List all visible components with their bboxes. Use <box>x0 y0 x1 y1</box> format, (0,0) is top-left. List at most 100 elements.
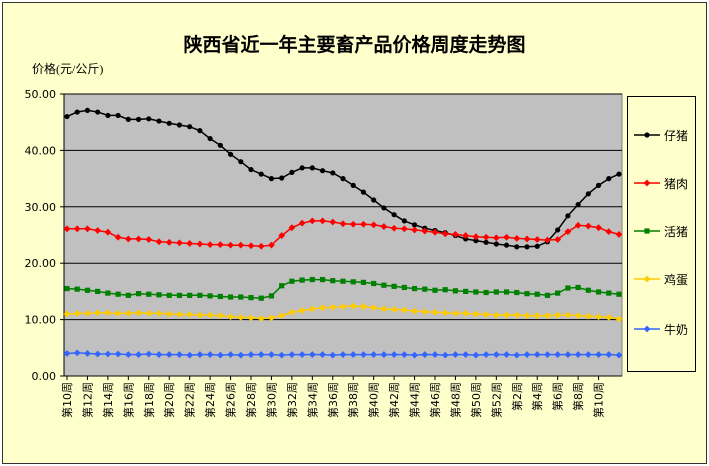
data-point <box>319 168 326 174</box>
gridlines <box>64 93 622 321</box>
x-tick-label: 第44周 <box>408 382 422 418</box>
data-point <box>575 284 581 291</box>
series-1 <box>63 217 623 250</box>
data-point <box>257 351 265 358</box>
data-point <box>197 292 203 298</box>
data-point <box>114 350 122 358</box>
data-point <box>411 351 418 359</box>
data-point <box>248 166 254 173</box>
legend-marker <box>644 228 650 234</box>
data-point <box>452 351 459 358</box>
data-point <box>463 288 469 294</box>
x-tick-label: 第26周 <box>224 382 238 418</box>
x-tick-label: 第28周 <box>244 382 258 418</box>
data-point <box>145 236 153 243</box>
data-point <box>370 304 378 312</box>
data-point <box>63 350 71 357</box>
data-point <box>411 285 418 292</box>
data-point <box>452 231 459 238</box>
series-4 <box>63 349 623 359</box>
data-point <box>493 289 499 295</box>
data-point <box>616 291 622 297</box>
data-point <box>74 109 80 115</box>
data-point <box>197 128 203 134</box>
data-point <box>247 314 255 322</box>
legend-swatch <box>634 228 660 234</box>
data-point <box>268 314 275 322</box>
data-point <box>227 241 234 249</box>
data-point <box>105 290 111 296</box>
legend-item: 活猪 <box>628 221 697 241</box>
data-point <box>257 315 265 322</box>
data-point <box>452 288 459 294</box>
data-point <box>196 240 204 248</box>
legend-label: 猪肉 <box>664 177 689 191</box>
data-point <box>513 234 521 242</box>
data-point <box>298 219 306 227</box>
data-point <box>462 351 470 358</box>
data-point <box>482 351 490 358</box>
data-point <box>124 351 132 358</box>
data-point <box>554 311 562 319</box>
data-point <box>615 315 623 323</box>
data-point <box>564 351 572 358</box>
data-point <box>319 276 326 283</box>
data-point <box>114 309 122 317</box>
data-point <box>472 351 480 359</box>
data-point <box>135 116 142 122</box>
data-point <box>462 309 470 317</box>
data-point <box>360 220 367 228</box>
data-point <box>411 222 418 228</box>
data-point <box>606 176 612 182</box>
data-point <box>227 351 234 358</box>
data-point <box>473 238 479 244</box>
data-point <box>206 241 214 248</box>
data-point <box>606 290 612 296</box>
data-point <box>421 227 429 235</box>
legend-marker <box>643 275 651 283</box>
data-point <box>135 291 142 297</box>
data-point <box>165 238 173 246</box>
data-point <box>574 351 582 358</box>
data-point <box>514 244 520 250</box>
data-point <box>329 351 337 359</box>
legend: 仔猪 猪肉 活猪 鸡蛋 牛奶 <box>627 96 696 372</box>
data-point <box>533 351 541 358</box>
x-tick-label: 第32周 <box>285 382 299 418</box>
data-point <box>196 311 204 319</box>
data-point <box>329 218 337 226</box>
data-point <box>381 282 387 288</box>
data-point <box>350 182 356 188</box>
data-point <box>595 289 602 295</box>
data-point <box>523 312 531 320</box>
x-tick-label: 第40周 <box>367 382 381 418</box>
x-tick-label: 第10周 <box>592 382 606 418</box>
data-point <box>483 239 489 245</box>
data-point <box>155 309 163 317</box>
x-tick-label: 第24周 <box>203 382 217 418</box>
data-point <box>371 197 377 203</box>
legend-item: 鸡蛋 <box>628 269 697 289</box>
data-point <box>319 351 326 358</box>
data-point <box>238 159 244 165</box>
data-point <box>595 351 602 358</box>
data-point <box>605 228 613 236</box>
data-point <box>196 351 204 358</box>
data-point <box>104 309 112 317</box>
data-point <box>105 112 111 119</box>
data-point <box>574 222 582 229</box>
data-point <box>442 287 448 293</box>
data-point <box>339 351 347 358</box>
data-point <box>63 225 71 233</box>
data-point <box>523 351 531 358</box>
x-tick-label: 第8周 <box>571 382 585 411</box>
y-axis-label: 价格(元/公斤) <box>32 62 104 76</box>
data-point <box>165 310 173 318</box>
data-point <box>155 238 163 246</box>
data-point <box>156 292 162 298</box>
data-point <box>298 307 306 314</box>
data-point <box>135 351 142 358</box>
data-point <box>125 116 131 122</box>
data-point <box>584 312 592 320</box>
